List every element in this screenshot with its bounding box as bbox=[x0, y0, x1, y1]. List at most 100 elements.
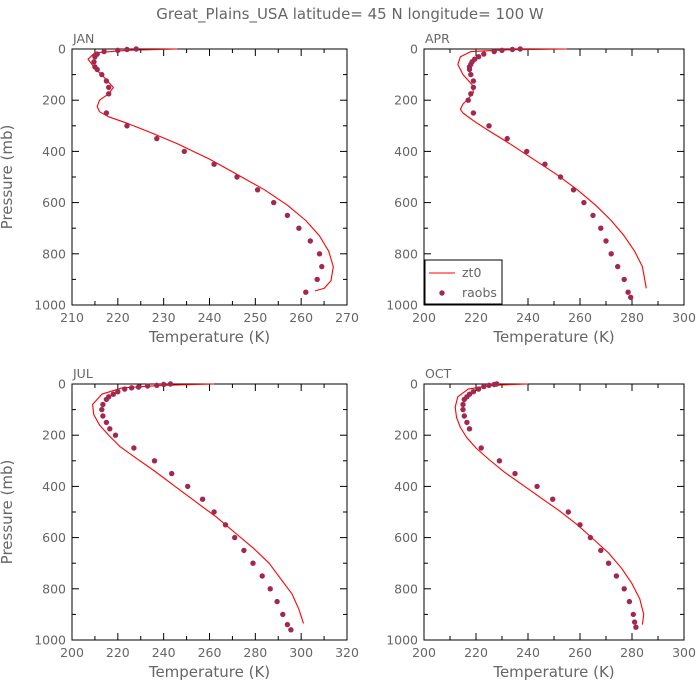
data-point-raobs bbox=[169, 470, 175, 477]
y-axis-label: Pressure (mb) bbox=[0, 125, 16, 230]
data-point-raobs bbox=[470, 110, 477, 116]
data-point-raobs bbox=[100, 413, 106, 419]
x-tick-label: 280 bbox=[620, 645, 644, 660]
data-point-raobs bbox=[481, 383, 487, 390]
x-tick-label: 240 bbox=[516, 645, 540, 660]
data-point-raobs bbox=[135, 384, 142, 390]
x-tick-label: 220 bbox=[464, 310, 488, 325]
data-point-raobs bbox=[470, 78, 477, 84]
y-tick-label: 0 bbox=[58, 42, 66, 57]
data-point-raobs bbox=[115, 389, 121, 395]
data-point-raobs bbox=[590, 212, 596, 219]
data-point-raobs bbox=[464, 419, 470, 426]
data-point-raobs bbox=[222, 522, 229, 528]
data-point-raobs bbox=[466, 66, 473, 73]
data-point-raobs bbox=[598, 547, 604, 554]
data-point-raobs bbox=[274, 598, 280, 605]
x-tick-label: 220 bbox=[464, 645, 488, 660]
data-point-raobs bbox=[144, 383, 151, 389]
data-point-raobs bbox=[491, 381, 497, 388]
x-tick-label: 250 bbox=[243, 310, 267, 325]
data-point-raobs bbox=[288, 627, 294, 633]
data-point-raobs bbox=[100, 401, 106, 408]
data-point-raobs bbox=[234, 174, 240, 180]
data-point-raobs bbox=[271, 199, 277, 206]
y-tick-label: 1000 bbox=[34, 633, 66, 648]
data-point-raobs bbox=[628, 294, 634, 300]
data-point-raobs bbox=[101, 48, 107, 55]
data-point-raobs bbox=[465, 97, 471, 103]
data-point-raobs bbox=[103, 78, 110, 84]
data-point-raobs bbox=[468, 91, 474, 97]
data-point-raobs bbox=[491, 48, 497, 55]
data-point-raobs bbox=[625, 289, 631, 295]
data-point-raobs bbox=[509, 46, 516, 53]
data-point-raobs bbox=[181, 148, 187, 155]
data-point-raobs bbox=[103, 419, 110, 426]
data-point-raobs bbox=[124, 123, 130, 129]
y-tick-label: 0 bbox=[410, 377, 418, 392]
data-point-raobs bbox=[630, 611, 636, 618]
y-tick-label: 400 bbox=[394, 144, 418, 159]
data-point-raobs bbox=[621, 586, 627, 592]
data-point-raobs bbox=[608, 251, 614, 257]
data-point-raobs bbox=[110, 391, 117, 397]
data-point-raobs bbox=[199, 496, 206, 502]
panel-jul: 200 220 240 260 280 300 320 0 200 400 600 800 1000 JU… bbox=[0, 366, 359, 681]
x-tick-label: 300 bbox=[672, 310, 696, 325]
legend-dot-swatch bbox=[439, 290, 445, 296]
legend: zt0 raobs bbox=[424, 259, 503, 305]
x-tick-label: 260 bbox=[568, 310, 592, 325]
panel-label: JAN bbox=[72, 31, 94, 46]
y-tick-label: 1000 bbox=[386, 298, 418, 313]
data-point-raobs bbox=[615, 263, 621, 270]
data-point-raobs bbox=[478, 445, 484, 451]
legend-box bbox=[424, 259, 503, 305]
data-point-raobs bbox=[103, 110, 110, 116]
data-point-raobs bbox=[460, 401, 466, 408]
panel-label: APR bbox=[425, 31, 450, 46]
data-point-raobs bbox=[106, 91, 112, 97]
x-axis-label: Temperature (K) bbox=[492, 328, 614, 346]
y-tick-label: 400 bbox=[42, 144, 66, 159]
data-point-raobs bbox=[314, 276, 320, 283]
y-tick-label: 600 bbox=[42, 530, 66, 545]
data-point-raobs bbox=[296, 225, 302, 231]
x-tick-label: 260 bbox=[568, 645, 592, 660]
plots-container: 210 220 230 240 250 260 270 0 200 400 600 800 1000 JA… bbox=[0, 31, 696, 681]
x-tick-label: 220 bbox=[106, 310, 130, 325]
data-point-raobs bbox=[466, 426, 473, 432]
y-tick-label: 800 bbox=[394, 581, 418, 596]
y-tick-label: 400 bbox=[42, 479, 66, 494]
x-axis-label: Temperature (K) bbox=[148, 328, 270, 346]
y-tick-label: 800 bbox=[42, 581, 66, 596]
series-line-zt0 bbox=[457, 48, 647, 289]
y-tick-label: 200 bbox=[42, 428, 66, 443]
data-point-raobs bbox=[470, 84, 477, 91]
y-tick-label: 200 bbox=[42, 93, 66, 108]
panel-label: OCT bbox=[425, 366, 452, 381]
data-point-raobs bbox=[99, 406, 105, 413]
data-point-raobs bbox=[468, 71, 474, 78]
data-point-raobs bbox=[496, 458, 503, 464]
data-point-raobs bbox=[524, 148, 530, 155]
x-tick-label: 240 bbox=[516, 310, 540, 325]
data-point-raobs bbox=[131, 445, 137, 451]
y-tick-label: 600 bbox=[394, 530, 418, 545]
data-point-raobs bbox=[587, 534, 594, 541]
data-point-raobs bbox=[486, 123, 492, 129]
y-tick-label: 400 bbox=[394, 479, 418, 494]
x-tick-label: 280 bbox=[620, 310, 644, 325]
x-tick-label: 220 bbox=[106, 645, 130, 660]
figure-title: Great_Plains_USA latitude= 45 N longitud… bbox=[156, 5, 544, 24]
data-point-raobs bbox=[565, 509, 571, 515]
data-point-raobs bbox=[99, 71, 105, 78]
data-point-raobs bbox=[115, 47, 121, 53]
data-point-raobs bbox=[461, 413, 467, 419]
data-point-raobs bbox=[106, 84, 112, 91]
data-point-raobs bbox=[499, 47, 505, 53]
data-point-raobs bbox=[185, 483, 191, 490]
data-point-raobs bbox=[577, 522, 583, 528]
data-point-raobs bbox=[621, 276, 627, 283]
